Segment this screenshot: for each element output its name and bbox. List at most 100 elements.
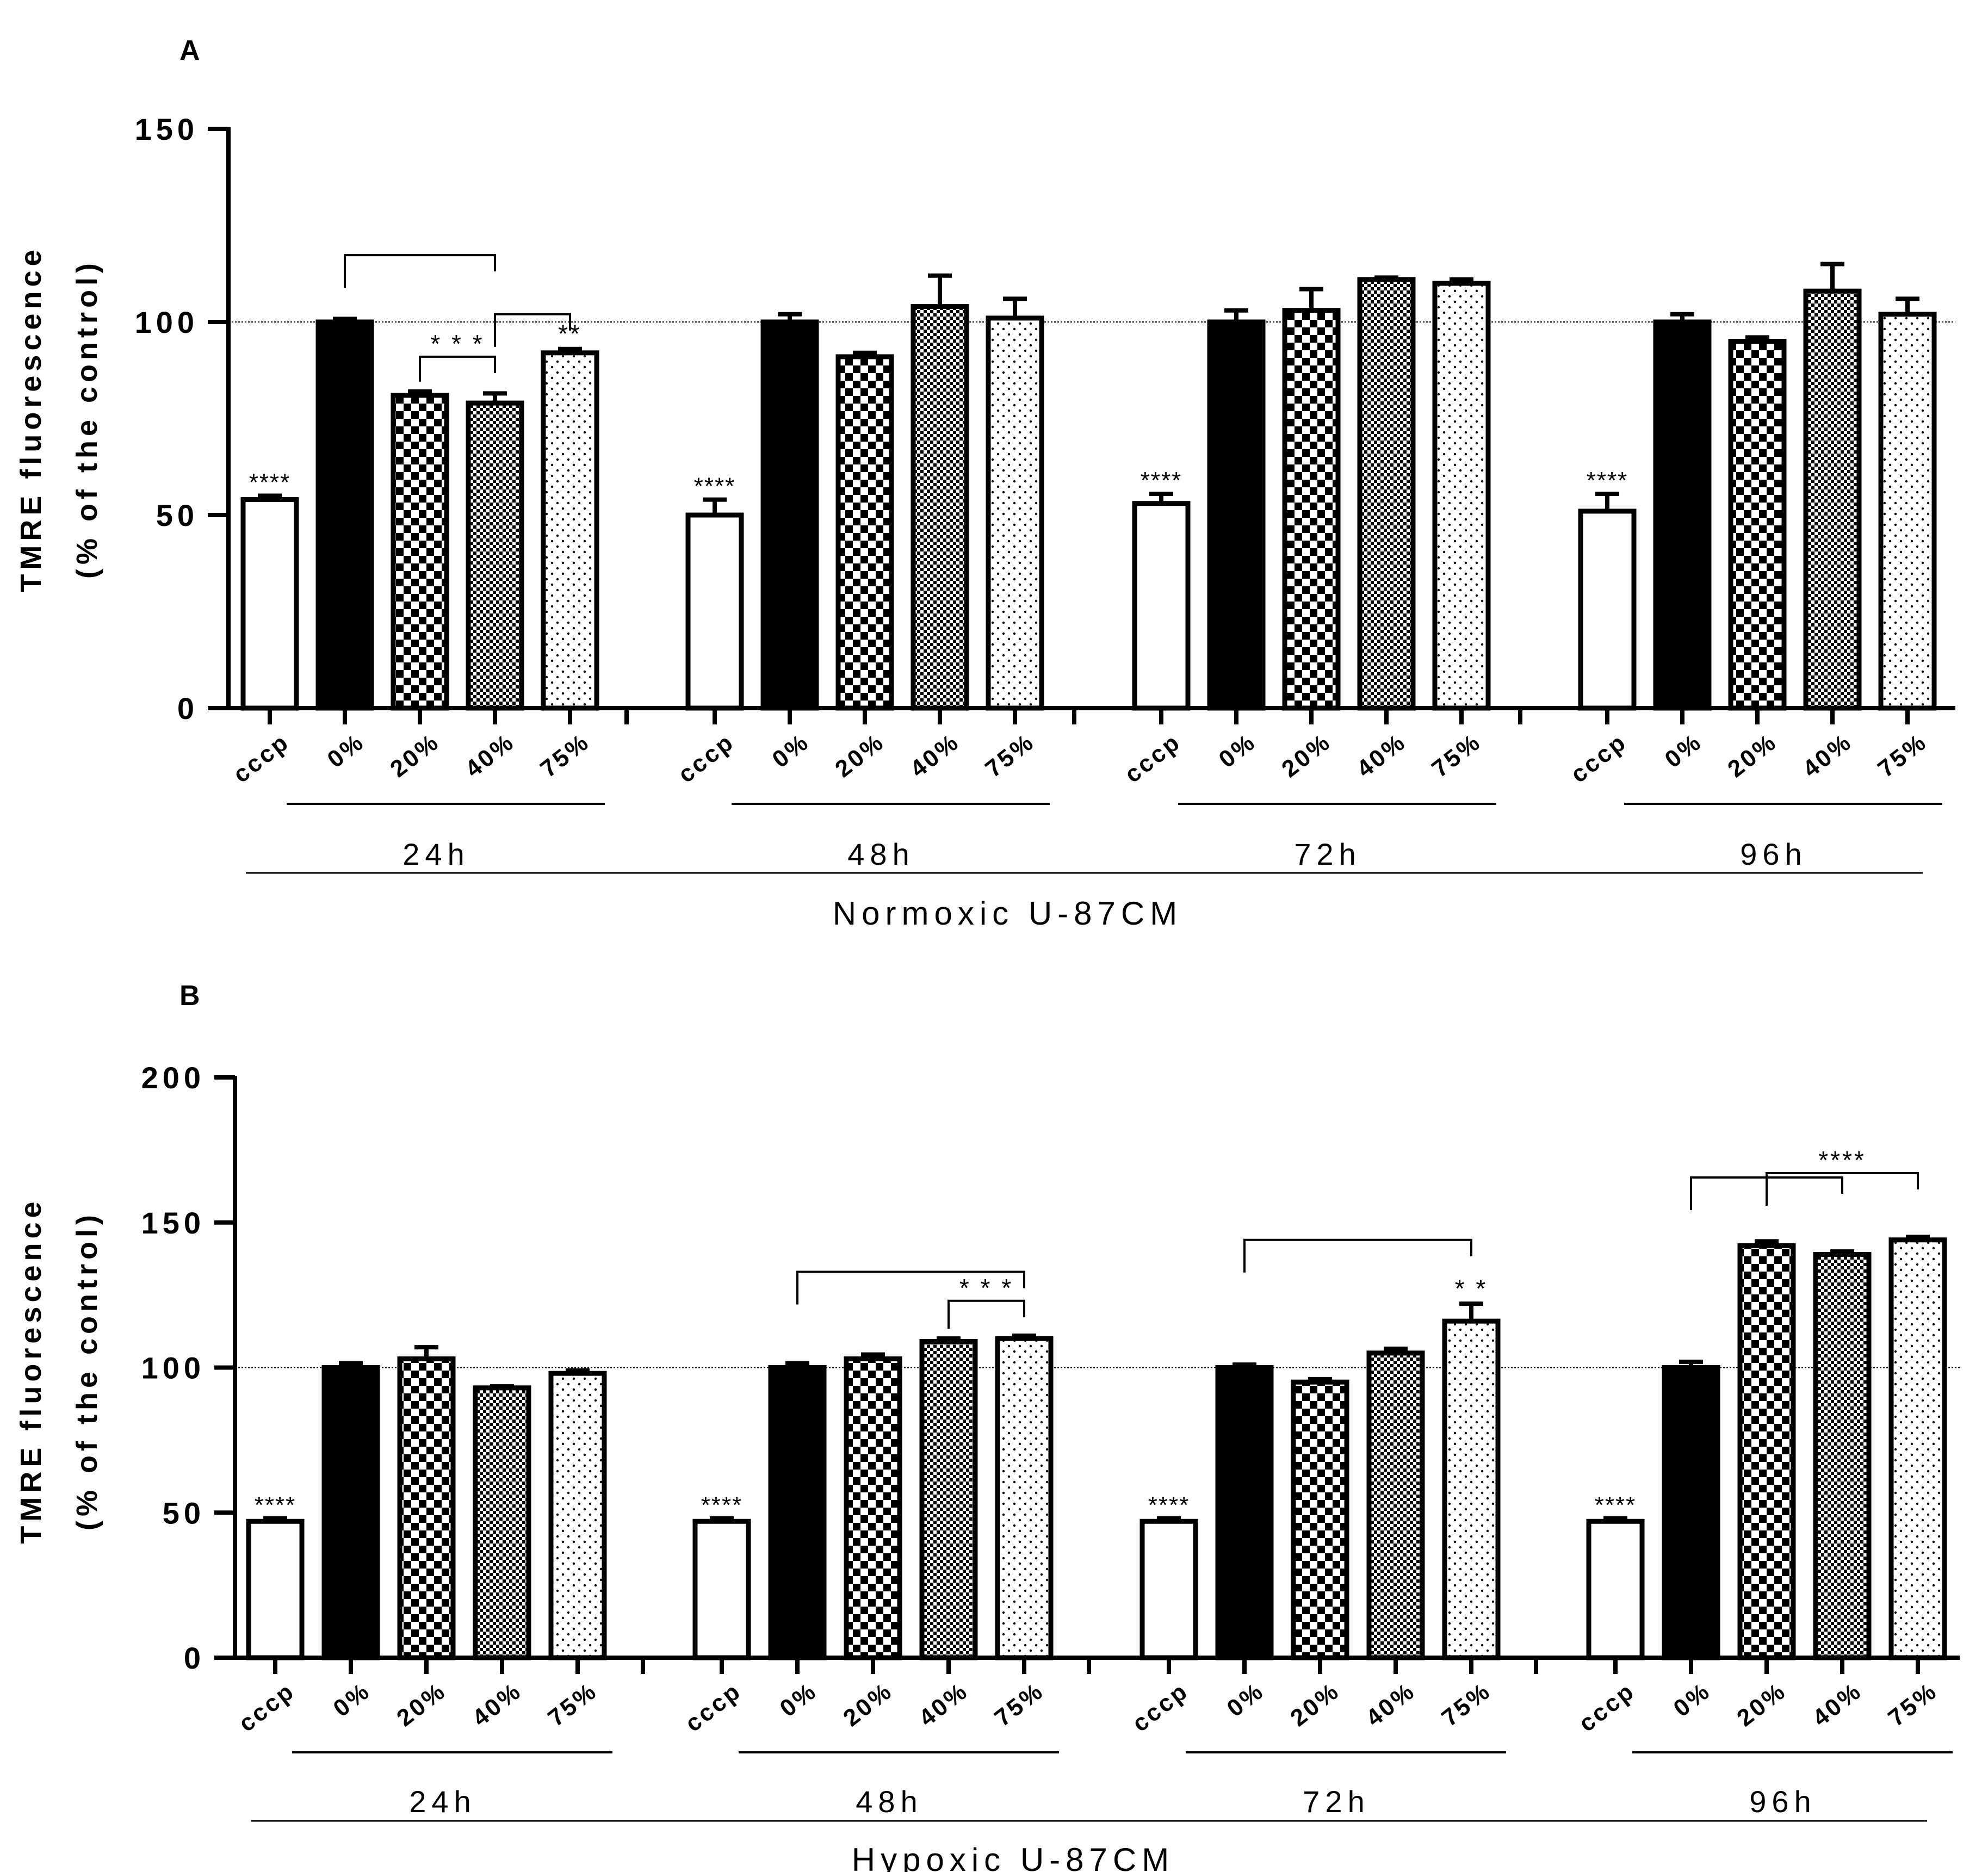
category-label: 20% bbox=[392, 1677, 451, 1732]
y-tick-label: 150 bbox=[141, 1206, 205, 1240]
bar-40pct bbox=[466, 400, 524, 711]
significance-label: **** bbox=[1141, 467, 1182, 494]
comparison-bracket bbox=[796, 1270, 1025, 1305]
bar-40pct bbox=[1813, 1251, 1872, 1660]
bar-75pct bbox=[541, 350, 599, 711]
y-tick-label: 50 bbox=[163, 1496, 205, 1530]
bar-significance-label: * * bbox=[1455, 1274, 1488, 1303]
comparison-bracket bbox=[494, 313, 571, 347]
category-label: cccp bbox=[234, 1677, 300, 1737]
significance-label: **** bbox=[1587, 467, 1628, 494]
category-label: 75% bbox=[1427, 728, 1486, 783]
bar-cccp bbox=[246, 1518, 305, 1660]
significance-label: **** bbox=[694, 473, 736, 500]
group-label: 96h bbox=[1749, 1784, 1816, 1819]
bar-75pct bbox=[986, 315, 1044, 711]
category-label: cccp bbox=[673, 728, 740, 788]
bar-0pct bbox=[768, 1365, 827, 1660]
comparison-bracket bbox=[344, 254, 496, 288]
bar-75pct bbox=[1442, 1318, 1501, 1660]
category-label: cccp bbox=[1566, 728, 1632, 788]
bar-75pct bbox=[995, 1336, 1054, 1660]
y-axis-title-line2: (% of the control) bbox=[71, 259, 103, 579]
condition-label: Normoxic U-87CM bbox=[833, 895, 1182, 932]
y-axis-title-line1: TMRE fluorescence bbox=[15, 245, 47, 592]
bar-cccp bbox=[1139, 1518, 1198, 1660]
y-tick-label: 100 bbox=[141, 1351, 205, 1385]
bar-0pct bbox=[1662, 1365, 1720, 1660]
category-label: 20% bbox=[1277, 728, 1336, 783]
comparison-label: * * * bbox=[959, 1274, 1013, 1302]
bar-75pct bbox=[1432, 281, 1491, 711]
bar-20pct bbox=[397, 1356, 456, 1660]
y-tick-label: 150 bbox=[135, 112, 199, 146]
category-label: 75% bbox=[1873, 728, 1932, 783]
category-label: cccp bbox=[1128, 1677, 1194, 1737]
bar-0pct bbox=[760, 319, 819, 711]
significance-label: **** bbox=[1595, 1492, 1637, 1518]
significance-label: **** bbox=[1148, 1492, 1190, 1518]
bar-cccp bbox=[685, 512, 744, 711]
bar-40pct bbox=[1357, 277, 1416, 711]
category-label: 40% bbox=[467, 1677, 527, 1732]
comparison-bracket bbox=[947, 1299, 1025, 1329]
bar-cccp bbox=[1578, 509, 1637, 711]
group-label: 48h bbox=[856, 1784, 922, 1819]
bar-0pct bbox=[1215, 1365, 1274, 1660]
y-axis-title-line1: TMRE fluorescence bbox=[15, 1197, 47, 1544]
category-label: 0% bbox=[329, 1677, 376, 1722]
bar-cccp bbox=[692, 1518, 751, 1660]
category-label: 75% bbox=[989, 1677, 1049, 1732]
category-label: 75% bbox=[1436, 1677, 1496, 1732]
category-label: 75% bbox=[1883, 1677, 1942, 1732]
comparison-bracket bbox=[1766, 1172, 1919, 1206]
y-axis-title-line2: (% of the control) bbox=[71, 1211, 103, 1530]
bar-75pct bbox=[1878, 312, 1937, 711]
bar-20pct bbox=[1291, 1379, 1349, 1660]
category-label: cccp bbox=[1120, 728, 1186, 788]
bar-0pct bbox=[1653, 319, 1712, 711]
category-label: 20% bbox=[1732, 1677, 1791, 1732]
group-label: 96h bbox=[1740, 837, 1807, 871]
group-label: 24h bbox=[409, 1784, 476, 1819]
group-label: 24h bbox=[402, 837, 469, 871]
bar-20pct bbox=[844, 1356, 902, 1660]
significance-label: **** bbox=[701, 1492, 743, 1518]
category-label: 40% bbox=[914, 1677, 973, 1732]
category-label: 20% bbox=[385, 728, 444, 783]
category-label: 0% bbox=[1222, 1677, 1269, 1722]
bar-75pct bbox=[548, 1371, 607, 1660]
y-tick-label: 0 bbox=[184, 1641, 205, 1675]
panel-a: A 0 50 100 150 TMRE fluorescence (% of the con… bbox=[15, 35, 1955, 932]
category-label: 0% bbox=[1214, 728, 1261, 773]
category-label: 75% bbox=[535, 728, 594, 783]
comparison-label: **** bbox=[1818, 1146, 1866, 1174]
bar-cccp bbox=[1586, 1518, 1645, 1660]
category-label: 20% bbox=[1723, 728, 1782, 783]
category-label: 75% bbox=[543, 1677, 602, 1732]
significance-label: **** bbox=[255, 1492, 296, 1518]
category-label: 0% bbox=[1660, 728, 1707, 773]
bar-significance-label: ** bbox=[558, 320, 582, 348]
condition-label: Hypoxic U-87CM bbox=[852, 1842, 1174, 1872]
category-label: 20% bbox=[838, 1677, 897, 1732]
bar-40pct bbox=[1366, 1350, 1425, 1660]
category-label: 40% bbox=[460, 728, 519, 783]
y-tick-label: 200 bbox=[141, 1061, 205, 1095]
category-label: 0% bbox=[767, 728, 815, 773]
group-label: 72h bbox=[1294, 837, 1361, 871]
comparison-bracket bbox=[419, 355, 496, 382]
category-label: cccp bbox=[1574, 1677, 1640, 1737]
category-label: 0% bbox=[775, 1677, 822, 1722]
category-label: cccp bbox=[680, 1677, 747, 1737]
bar-40pct bbox=[473, 1385, 531, 1660]
bar-20pct bbox=[1737, 1243, 1796, 1660]
comparison-bracket bbox=[1243, 1238, 1472, 1273]
category-label: 40% bbox=[905, 728, 964, 783]
y-tick-label: 100 bbox=[135, 305, 199, 339]
group-label: 72h bbox=[1303, 1784, 1370, 1819]
bar-40pct bbox=[911, 304, 969, 711]
bar-20pct bbox=[1728, 339, 1787, 711]
